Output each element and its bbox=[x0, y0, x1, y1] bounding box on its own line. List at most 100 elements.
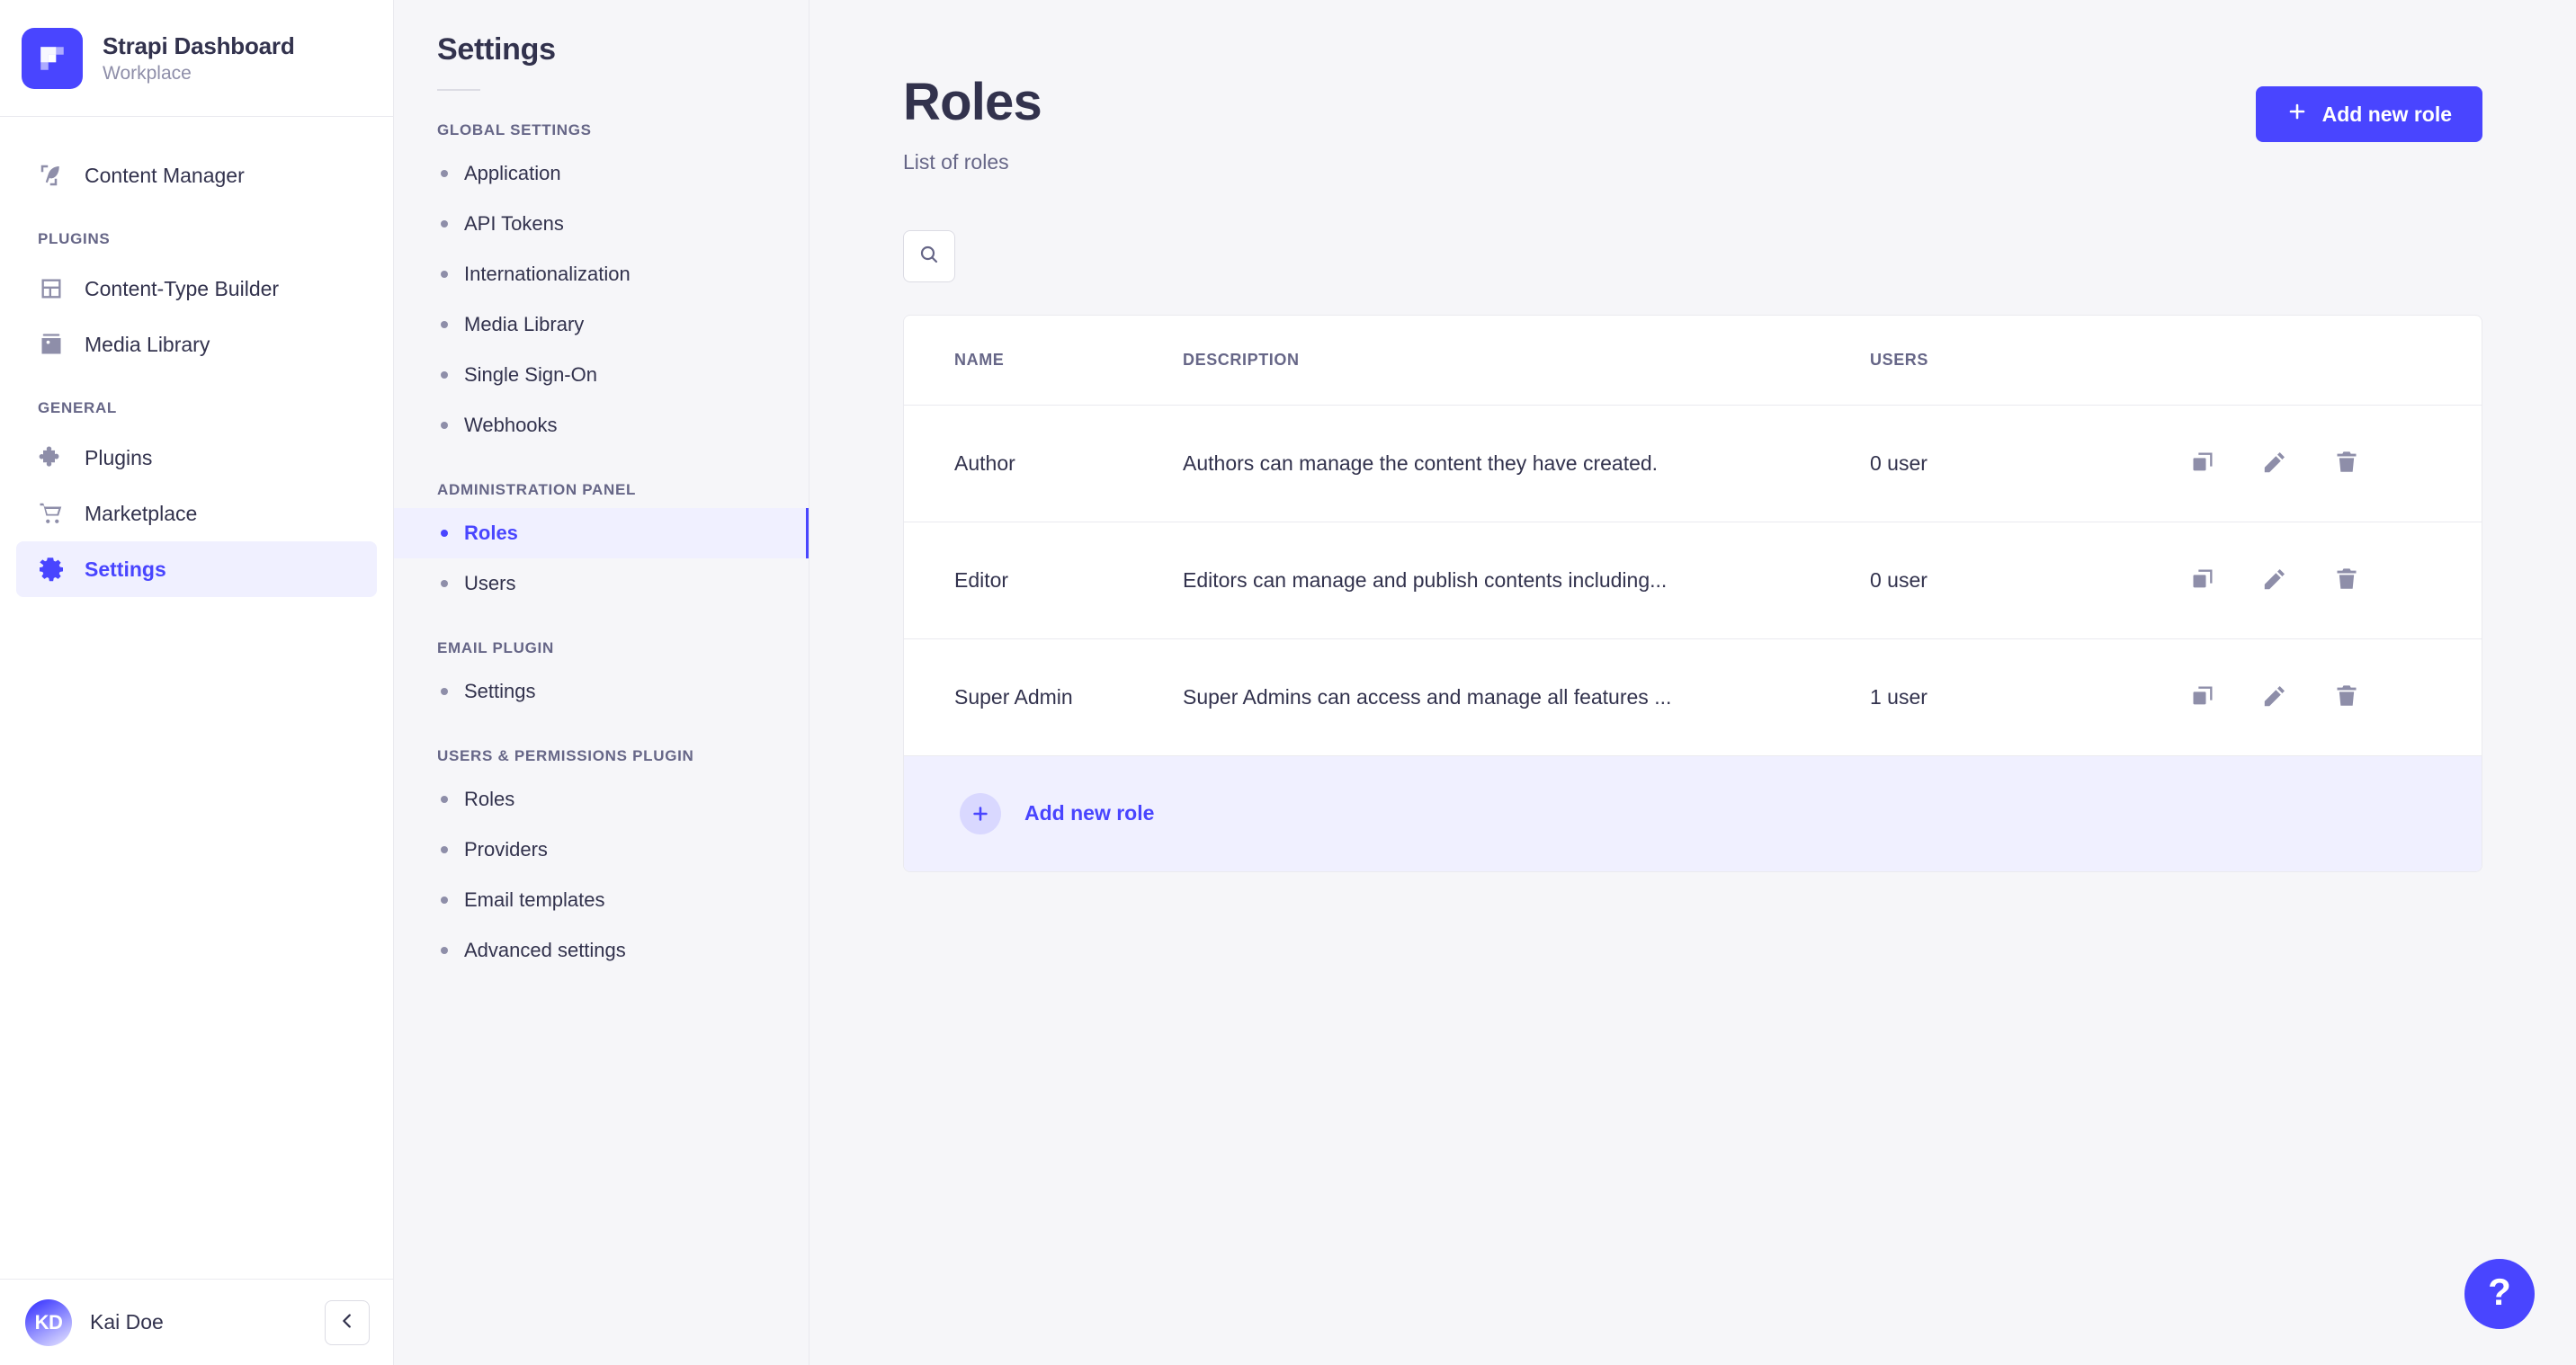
sidebar-item-settings[interactable]: Settings bbox=[16, 541, 377, 597]
subnav-item-advanced-settings[interactable]: Advanced settings bbox=[394, 925, 809, 976]
subnav-item-roles[interactable]: Roles bbox=[394, 508, 809, 558]
delete-role-button[interactable] bbox=[2334, 683, 2359, 711]
search-button[interactable] bbox=[903, 229, 955, 282]
main-sidebar: Strapi Dashboard Workplace Content Manag… bbox=[0, 0, 394, 1365]
delete-role-button[interactable] bbox=[2334, 450, 2359, 477]
subnav-item-users[interactable]: Users bbox=[394, 558, 809, 609]
user-name: Kai Doe bbox=[90, 1310, 164, 1334]
edit-role-button[interactable] bbox=[2262, 567, 2287, 594]
subnav-item-label: Email templates bbox=[464, 888, 605, 911]
subnav-item-media-library[interactable]: Media Library bbox=[394, 299, 809, 350]
table-row[interactable]: Author Authors can manage the content th… bbox=[904, 406, 2482, 522]
duplicate-icon bbox=[2190, 683, 2215, 711]
bullet-icon bbox=[441, 530, 448, 537]
subnav-divider bbox=[437, 89, 480, 91]
subnav-item-webhooks[interactable]: Webhooks bbox=[394, 400, 809, 451]
delete-icon bbox=[2334, 450, 2359, 477]
bullet-icon bbox=[441, 170, 448, 177]
bullet-icon bbox=[441, 947, 448, 954]
table-header-row: NAME DESCRIPTION USERS bbox=[904, 316, 2482, 406]
subnav-section-label: USERS & PERMISSIONS PLUGIN bbox=[437, 747, 694, 764]
brand-header[interactable]: Strapi Dashboard Workplace bbox=[0, 0, 393, 117]
subnav-section-label: EMAIL PLUGIN bbox=[437, 639, 554, 656]
column-header-users: USERS bbox=[1870, 350, 1929, 369]
duplicate-role-button[interactable] bbox=[2190, 683, 2215, 711]
subnav-section-label: GLOBAL SETTINGS bbox=[437, 121, 592, 138]
edit-role-button[interactable] bbox=[2262, 450, 2287, 477]
role-description: Editors can manage and publish contents … bbox=[1183, 567, 1668, 592]
sidebar-section-plugins-label: PLUGINS bbox=[38, 230, 111, 247]
bullet-icon bbox=[441, 271, 448, 278]
sidebar-item-label: Plugins bbox=[85, 445, 153, 469]
main-content: Roles List of roles Add new role bbox=[809, 0, 2576, 1365]
add-new-role-footer-row[interactable]: Add new role bbox=[904, 755, 2482, 871]
delete-icon bbox=[2334, 683, 2359, 711]
subnav-title: Settings bbox=[437, 32, 556, 67]
subnav-section-email-plugin: EMAIL PLUGIN Settings bbox=[394, 639, 809, 717]
subnav-item-label: API Tokens bbox=[464, 212, 564, 235]
sidebar-item-marketplace[interactable]: Marketplace bbox=[16, 486, 377, 541]
edit-role-button[interactable] bbox=[2262, 683, 2287, 711]
subnav-item-providers[interactable]: Providers bbox=[394, 825, 809, 875]
bullet-icon bbox=[441, 796, 448, 803]
bullet-icon bbox=[441, 220, 448, 228]
delete-role-button[interactable] bbox=[2334, 567, 2359, 594]
page-header-text: Roles List of roles bbox=[903, 75, 1042, 174]
subnav-item-label: Application bbox=[464, 162, 561, 184]
search-icon bbox=[918, 244, 940, 268]
image-icon bbox=[36, 329, 67, 360]
edit-icon bbox=[2262, 450, 2287, 477]
sidebar-item-content-manager[interactable]: Content Manager bbox=[16, 147, 377, 203]
subnav-item-label: Settings bbox=[464, 680, 536, 702]
sidebar-item-label: Marketplace bbox=[85, 501, 198, 525]
bullet-icon bbox=[441, 846, 448, 853]
brand-title: Strapi Dashboard bbox=[103, 31, 295, 59]
row-actions bbox=[2176, 567, 2482, 594]
subnav-item-label: Internationalization bbox=[464, 263, 631, 285]
sidebar-item-media-library[interactable]: Media Library bbox=[16, 317, 377, 372]
bullet-icon bbox=[441, 688, 448, 695]
subnav-item-up-roles[interactable]: Roles bbox=[394, 774, 809, 825]
add-new-role-button-label: Add new role bbox=[2321, 102, 2452, 126]
shopping-cart-icon bbox=[36, 498, 67, 529]
roles-table: NAME DESCRIPTION USERS Author Authors ca… bbox=[903, 314, 2482, 872]
bullet-icon bbox=[441, 897, 448, 904]
collapse-sidebar-button[interactable] bbox=[325, 1299, 370, 1345]
sidebar-nav-list: Content Manager PLUGINS Content-Type Bui… bbox=[0, 117, 393, 1279]
sidebar-section-general-label: GENERAL bbox=[38, 399, 118, 416]
brand-subtitle: Workplace bbox=[103, 62, 192, 84]
add-new-role-button[interactable]: Add new role bbox=[2255, 86, 2482, 142]
sidebar-item-label: Content Manager bbox=[85, 163, 245, 187]
subnav-item-application[interactable]: Application bbox=[394, 148, 809, 199]
subnav-item-internationalization[interactable]: Internationalization bbox=[394, 249, 809, 299]
column-header-description: DESCRIPTION bbox=[1183, 350, 1300, 369]
table-row[interactable]: Super Admin Super Admins can access and … bbox=[904, 639, 2482, 756]
avatar[interactable]: KD bbox=[25, 1298, 72, 1346]
role-description: Authors can manage the content they have… bbox=[1183, 451, 1659, 475]
duplicate-role-button[interactable] bbox=[2190, 450, 2215, 477]
layout-icon bbox=[36, 273, 67, 304]
settings-subnav: Settings GLOBAL SETTINGS Application API… bbox=[394, 0, 809, 1365]
role-users-count: 0 user bbox=[1870, 451, 1928, 475]
subnav-item-email-templates[interactable]: Email templates bbox=[394, 875, 809, 925]
plus-icon bbox=[2286, 101, 2308, 128]
subnav-item-email-settings[interactable]: Settings bbox=[394, 666, 809, 717]
role-name: Editor bbox=[954, 567, 1009, 592]
subnav-item-single-sign-on[interactable]: Single Sign-On bbox=[394, 350, 809, 400]
page-header: Roles List of roles Add new role bbox=[809, 0, 2576, 174]
subnav-item-api-tokens[interactable]: API Tokens bbox=[394, 199, 809, 249]
subnav-section-users-permissions-plugin: USERS & PERMISSIONS PLUGIN Roles Provide… bbox=[394, 747, 809, 976]
gear-icon bbox=[36, 554, 67, 584]
duplicate-role-button[interactable] bbox=[2190, 567, 2215, 594]
delete-icon bbox=[2334, 567, 2359, 594]
subnav-section-label: ADMINISTRATION PANEL bbox=[437, 481, 637, 498]
table-row[interactable]: Editor Editors can manage and publish co… bbox=[904, 522, 2482, 639]
sidebar-item-plugins[interactable]: Plugins bbox=[16, 430, 377, 486]
sidebar-item-content-type-builder[interactable]: Content-Type Builder bbox=[16, 261, 377, 317]
sidebar-item-label: Media Library bbox=[85, 332, 210, 356]
subnav-item-label: Webhooks bbox=[464, 414, 558, 436]
bullet-icon bbox=[441, 321, 448, 328]
subnav-item-label: Media Library bbox=[464, 313, 585, 335]
help-button[interactable]: ? bbox=[2464, 1259, 2535, 1329]
